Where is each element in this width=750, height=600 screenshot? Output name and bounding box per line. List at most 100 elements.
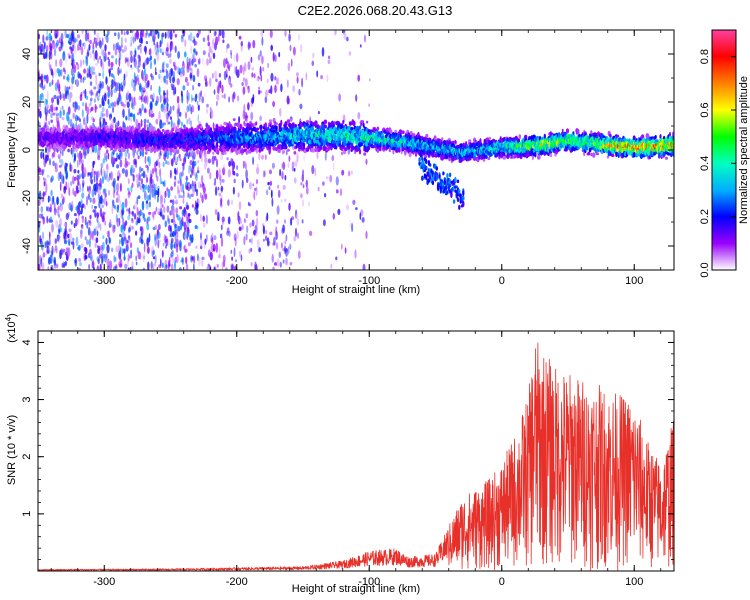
spectrogram-noise-cell	[125, 237, 127, 245]
spectrogram-noise-cell	[102, 241, 105, 251]
spectrogram-noise-cell	[106, 177, 110, 183]
spectrogram-noise-cell	[39, 235, 42, 243]
spectrogram-noise-cell	[66, 33, 70, 39]
spectrogram-noise-cell	[189, 57, 191, 67]
spectrogram-noise-cell	[135, 255, 137, 262]
spectrogram-noise-cell	[74, 114, 79, 122]
spectrogram-noise-cell	[100, 111, 104, 120]
spectrogram-noise-cell	[60, 32, 64, 41]
spectrogram-noise-cell	[166, 121, 169, 126]
spectrogram-noise-cell	[167, 30, 171, 39]
spectrogram-noise-cell	[107, 152, 110, 160]
spectrogram-noise-cell	[74, 259, 77, 264]
spectrogram-noise-cell	[217, 263, 219, 268]
spectrogram-noise-cell	[99, 253, 102, 259]
spectrogram-noise-cell	[78, 173, 82, 179]
spectrogram-noise-cell	[176, 149, 180, 154]
spectrogram-noise-cell	[60, 193, 64, 199]
spectrogram-noise-cell	[321, 47, 325, 57]
spectrogram-noise-cell	[284, 175, 287, 181]
spectrogram-noise-cell	[128, 152, 131, 160]
spectrogram-noise-cell	[101, 107, 105, 113]
spectrogram-noise-cell	[228, 78, 231, 86]
spectrogram-noise-cell	[166, 205, 170, 213]
spectrogram-noise-cell	[55, 42, 58, 49]
spectrogram-noise-cell	[162, 61, 166, 65]
spectrogram-noise-cell	[160, 103, 164, 109]
spectrogram-noise-cell	[167, 214, 169, 223]
spectrogram-noise-cell	[59, 181, 62, 192]
spectrogram-noise-cell	[87, 49, 89, 55]
spectrogram-noise-cell	[300, 182, 303, 186]
spectrogram-noise-cell	[166, 114, 169, 124]
spectrogram-noise-cell	[241, 82, 244, 86]
spectrogram-noise-cell	[113, 224, 116, 229]
spectrogram-noise-cell	[247, 61, 251, 71]
spectrogram-noise-cell	[97, 155, 101, 161]
spectrogram-noise-cell	[83, 68, 87, 74]
spectrogram-band-cell	[161, 129, 165, 132]
spectrogram-noise-cell	[296, 217, 300, 226]
spectrogram-noise-cell	[102, 235, 105, 240]
spectrogram-noise-cell	[252, 156, 255, 165]
spectrogram-noise-cell	[169, 116, 172, 120]
spectrogram-noise-cell	[274, 54, 277, 63]
spectrogram-noise-cell	[249, 222, 252, 228]
spectrogram-noise-cell	[67, 52, 71, 57]
spectrogram-band-cell	[173, 145, 177, 150]
spectrogram-noise-cell	[151, 179, 155, 189]
spectrogram-noise-cell	[267, 62, 269, 69]
spectrogram-noise-cell	[121, 36, 123, 47]
spectrogram-noise-cell	[70, 220, 73, 225]
spectrogram-noise-cell	[59, 110, 62, 119]
spectrogram-noise-cell	[140, 232, 143, 243]
spectrogram-noise-cell	[76, 34, 81, 39]
spectrogram-noise-cell	[301, 199, 305, 207]
spectrogram-noise-cell	[58, 46, 62, 52]
spectrogram-noise-cell	[43, 41, 46, 50]
spectrogram-noise-cell	[221, 94, 225, 98]
spectrogram-noise-cell	[296, 76, 299, 84]
spectrogram-noise-cell	[102, 70, 105, 79]
spectrogram-noise-cell	[253, 73, 256, 79]
spectrogram-noise-cell	[138, 55, 141, 63]
spectrogram-noise-cell	[147, 184, 150, 193]
spectrogram-noise-cell	[154, 236, 157, 247]
spectrogram-noise-cell	[327, 59, 331, 65]
spectrogram-noise-cell	[190, 69, 194, 75]
spectrogram-noise-cell	[253, 190, 256, 201]
spectrogram-noise-cell	[77, 159, 79, 168]
spectrogram-noise-cell	[197, 198, 200, 205]
spectrogram-noise-cell	[200, 183, 202, 188]
spectrogram-noise-cell	[220, 237, 224, 247]
spectrogram-noise-cell	[311, 60, 315, 67]
spectrogram-noise-cell	[215, 78, 218, 83]
spectrogram-noise-cell	[45, 146, 47, 154]
spectrogram-noise-cell	[142, 213, 145, 219]
spectrogram-noise-cell	[139, 174, 142, 182]
spectrogram-noise-cell	[52, 112, 56, 116]
spectrogram-noise-cell	[227, 216, 231, 225]
spectrogram-noise-cell	[141, 212, 144, 215]
spectrogram-noise-cell	[176, 238, 179, 248]
spectrogram-noise-cell	[69, 162, 72, 172]
spectrogram-noise-cell	[49, 231, 51, 239]
spectrogram-noise-cell	[183, 208, 186, 214]
spectrogram-noise-cell	[151, 174, 153, 178]
spectrogram-noise-cell	[93, 98, 96, 103]
spectrogram-noise-cell	[197, 30, 201, 35]
spectrogram-noise-cell	[69, 118, 73, 128]
spectrogram-noise-cell	[57, 68, 61, 77]
spectrogram-noise-cell	[186, 61, 190, 70]
spectrogram-noise-cell	[130, 185, 133, 193]
spectrogram-noise-cell	[96, 265, 100, 270]
spectrogram-noise-cell	[63, 30, 67, 35]
spectrogram-noise-cell	[58, 164, 62, 168]
spectrogram-noise-cell	[46, 215, 48, 224]
spectrogram-noise-cell	[214, 177, 217, 184]
spectrogram-noise-cell	[130, 30, 134, 33]
spectrogram-noise-cell	[45, 45, 49, 52]
spectrogram-noise-cell	[73, 190, 77, 197]
spectrogram-noise-cell	[184, 39, 187, 48]
spectrogram-noise-cell	[61, 149, 64, 157]
